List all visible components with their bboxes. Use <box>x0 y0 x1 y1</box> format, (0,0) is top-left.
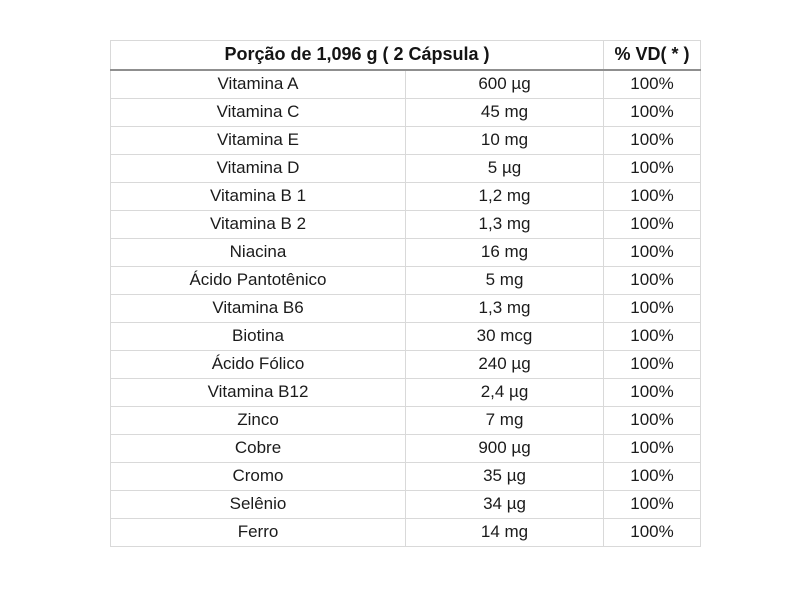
vd-cell: 100% <box>603 322 702 351</box>
nutrient-cell: Biotina <box>110 322 406 351</box>
amount-cell: 34 µg <box>404 490 605 519</box>
amount-cell: 900 µg <box>404 434 605 463</box>
table-row: Cromo 35 µg 100% <box>110 462 702 491</box>
table-row: Ácido Pantotênico 5 mg 100% <box>110 266 702 295</box>
vd-cell: 100% <box>603 98 702 127</box>
vd-cell: 100% <box>603 518 702 547</box>
table-row: Biotina 30 mcg 100% <box>110 322 702 351</box>
vd-cell: 100% <box>603 350 702 379</box>
table-row: Cobre 900 µg 100% <box>110 434 702 463</box>
vd-cell: 100% <box>603 434 702 463</box>
amount-cell: 600 µg <box>404 69 605 99</box>
nutrient-cell: Selênio <box>110 490 406 519</box>
table-row: Vitamina B 1 1,2 mg 100% <box>110 182 702 211</box>
nutrient-cell: Cobre <box>110 434 406 463</box>
nutrient-cell: Ácido Pantotênico <box>110 266 406 295</box>
nutrient-cell: Vitamina B 2 <box>110 210 406 239</box>
amount-cell: 5 µg <box>404 154 605 183</box>
amount-cell: 35 µg <box>404 462 605 491</box>
nutrient-cell: Vitamina C <box>110 98 406 127</box>
table-row: Ácido Fólico 240 µg 100% <box>110 350 702 379</box>
nutrient-cell: Vitamina A <box>110 69 406 99</box>
vd-cell: 100% <box>603 266 702 295</box>
vd-cell: 100% <box>603 462 702 491</box>
nutrient-cell: Cromo <box>110 462 406 491</box>
nutrient-cell: Vitamina E <box>110 126 406 155</box>
amount-cell: 16 mg <box>404 238 605 267</box>
amount-cell: 5 mg <box>404 266 605 295</box>
vd-cell: 100% <box>603 378 702 407</box>
table-row: Vitamina E 10 mg 100% <box>110 126 702 155</box>
table-row: Vitamina B6 1,3 mg 100% <box>110 294 702 323</box>
vd-cell: 100% <box>603 154 702 183</box>
table-row: Vitamina C 45 mg 100% <box>110 98 702 127</box>
vd-cell: 100% <box>603 238 702 267</box>
table-row: Vitamina B12 2,4 µg 100% <box>110 378 702 407</box>
amount-cell: 1,3 mg <box>404 210 605 239</box>
amount-cell: 2,4 µg <box>404 378 605 407</box>
amount-cell: 1,2 mg <box>404 182 605 211</box>
vd-cell: 100% <box>603 126 702 155</box>
vd-cell: 100% <box>603 490 702 519</box>
nutrient-cell: Vitamina D <box>110 154 406 183</box>
table-row: Ferro 14 mg 100% <box>110 518 702 547</box>
nutrient-cell: Vitamina B6 <box>110 294 406 323</box>
nutrient-cell: Niacina <box>110 238 406 267</box>
table-row: Vitamina A 600 µg 100% <box>110 69 702 99</box>
table-row: Zinco 7 mg 100% <box>110 406 702 435</box>
nutrition-facts-table: Porção de 1,096 g ( 2 Cápsula ) % VD( * … <box>109 40 702 547</box>
vd-cell: 100% <box>603 406 702 435</box>
amount-cell: 30 mcg <box>404 322 605 351</box>
vd-header-cell: % VD( * ) <box>603 40 702 71</box>
vd-cell: 100% <box>603 210 702 239</box>
table-row: Selênio 34 µg 100% <box>110 490 702 519</box>
table-row: Vitamina B 2 1,3 mg 100% <box>110 210 702 239</box>
nutrient-cell: Zinco <box>110 406 406 435</box>
vd-cell: 100% <box>603 69 702 99</box>
amount-cell: 10 mg <box>404 126 605 155</box>
amount-cell: 1,3 mg <box>404 294 605 323</box>
portion-header-cell: Porção de 1,096 g ( 2 Cápsula ) <box>109 40 605 71</box>
nutrient-cell: Vitamina B12 <box>110 378 406 407</box>
amount-cell: 45 mg <box>404 98 605 127</box>
vd-cell: 100% <box>603 182 702 211</box>
table-row: Vitamina D 5 µg 100% <box>110 154 702 183</box>
nutrient-cell: Vitamina B 1 <box>110 182 406 211</box>
amount-cell: 240 µg <box>404 350 605 379</box>
vd-cell: 100% <box>603 294 702 323</box>
amount-cell: 7 mg <box>404 406 605 435</box>
table-row: Niacina 16 mg 100% <box>110 238 702 267</box>
nutrient-cell: Ácido Fólico <box>110 350 406 379</box>
amount-cell: 14 mg <box>404 518 605 547</box>
header-row: Porção de 1,096 g ( 2 Cápsula ) % VD( * … <box>109 40 702 71</box>
nutrient-cell: Ferro <box>110 518 406 547</box>
